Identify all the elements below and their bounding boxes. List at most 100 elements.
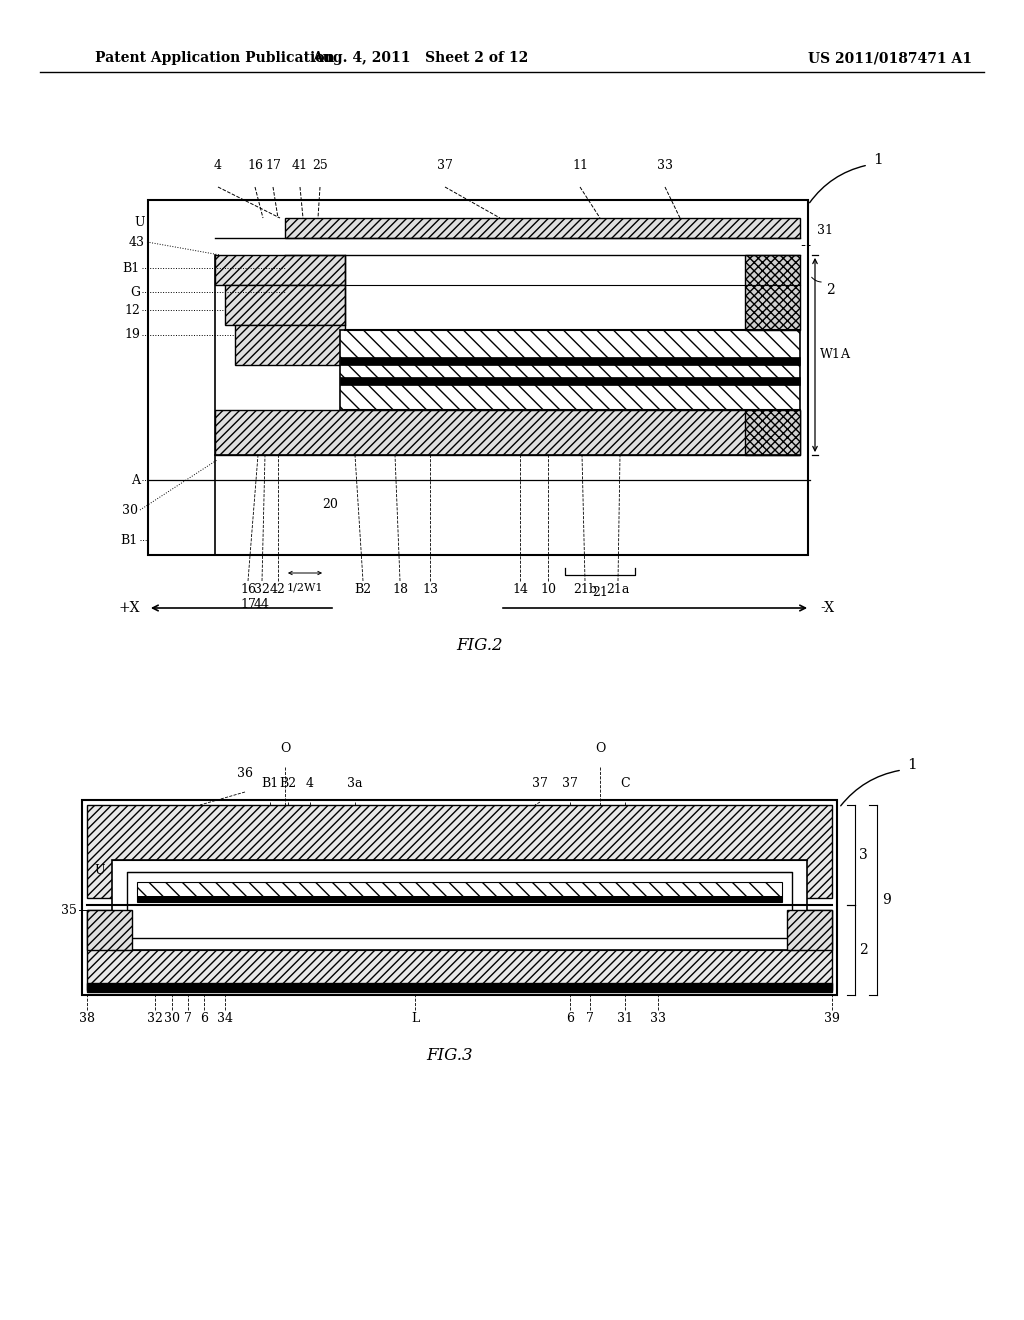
- Text: 44: 44: [254, 598, 270, 611]
- Bar: [340, 378, 800, 385]
- Text: 12: 12: [124, 304, 140, 317]
- Text: 1: 1: [873, 153, 883, 168]
- Bar: [87, 909, 132, 950]
- Bar: [137, 882, 782, 902]
- Text: G: G: [130, 285, 140, 298]
- Bar: [82, 800, 837, 995]
- Text: 39: 39: [824, 1012, 840, 1026]
- Bar: [340, 330, 800, 411]
- Bar: [285, 218, 800, 238]
- Text: 19: 19: [124, 329, 140, 342]
- Bar: [340, 356, 800, 366]
- Bar: [112, 861, 807, 950]
- Text: 16: 16: [247, 158, 263, 172]
- Text: 43: 43: [129, 235, 145, 248]
- Text: 13: 13: [422, 583, 438, 597]
- Text: +X: +X: [119, 601, 140, 615]
- Bar: [745, 255, 800, 330]
- Bar: [137, 882, 782, 902]
- Text: 7: 7: [184, 1012, 191, 1026]
- Text: 30: 30: [164, 1012, 180, 1026]
- Text: 31: 31: [817, 223, 833, 236]
- Bar: [87, 909, 831, 990]
- Text: C: C: [621, 777, 630, 789]
- Text: L: L: [411, 1012, 419, 1026]
- Text: 2: 2: [826, 282, 835, 297]
- Text: B1: B1: [121, 533, 138, 546]
- Bar: [87, 805, 831, 898]
- Text: B2: B2: [280, 777, 297, 789]
- Bar: [234, 325, 345, 366]
- Text: 41: 41: [292, 158, 308, 172]
- Text: 17: 17: [265, 158, 281, 172]
- Text: 14: 14: [512, 583, 528, 597]
- Bar: [225, 285, 345, 325]
- Bar: [285, 218, 800, 238]
- Text: 21a: 21a: [606, 583, 630, 597]
- Text: B1: B1: [123, 261, 140, 275]
- Text: 18: 18: [392, 583, 408, 597]
- Text: 7: 7: [586, 1012, 594, 1026]
- Text: 17: 17: [240, 598, 256, 611]
- Bar: [234, 325, 345, 366]
- Text: FIG.3: FIG.3: [427, 1047, 473, 1064]
- Text: O: O: [595, 742, 605, 755]
- Text: 4: 4: [306, 777, 314, 789]
- Bar: [87, 909, 831, 990]
- Text: 37: 37: [562, 777, 578, 789]
- Text: 37: 37: [437, 158, 453, 172]
- Text: -X: -X: [820, 601, 835, 615]
- Text: 32: 32: [254, 583, 270, 597]
- Bar: [127, 873, 792, 939]
- Bar: [87, 909, 132, 950]
- Text: 16: 16: [240, 583, 256, 597]
- Text: 25: 25: [312, 158, 328, 172]
- Bar: [215, 411, 800, 455]
- Bar: [215, 411, 800, 455]
- Text: 34: 34: [217, 1012, 233, 1026]
- Bar: [148, 201, 808, 554]
- Bar: [340, 330, 800, 411]
- Text: 1: 1: [907, 758, 916, 772]
- Text: FIG.2: FIG.2: [457, 636, 504, 653]
- Text: 30: 30: [122, 503, 138, 516]
- Text: 6: 6: [566, 1012, 574, 1026]
- Text: A: A: [840, 348, 849, 362]
- Text: 35: 35: [61, 903, 77, 916]
- Text: O: O: [280, 742, 290, 755]
- Bar: [787, 909, 831, 950]
- Text: 33: 33: [657, 158, 673, 172]
- Text: 3a: 3a: [347, 777, 362, 789]
- Bar: [787, 909, 831, 950]
- Text: B2: B2: [354, 583, 372, 597]
- Bar: [215, 255, 345, 285]
- Text: 33: 33: [650, 1012, 666, 1026]
- Text: W1: W1: [820, 348, 841, 362]
- Text: U: U: [94, 863, 104, 876]
- Text: 32: 32: [147, 1012, 163, 1026]
- Bar: [745, 411, 800, 455]
- Bar: [745, 255, 800, 330]
- Text: 37: 37: [532, 777, 548, 789]
- Text: 2: 2: [859, 942, 867, 957]
- Bar: [745, 411, 800, 455]
- Text: 21: 21: [592, 586, 608, 599]
- Text: Patent Application Publication: Patent Application Publication: [95, 51, 335, 65]
- Bar: [87, 805, 831, 898]
- Text: Aug. 4, 2011   Sheet 2 of 12: Aug. 4, 2011 Sheet 2 of 12: [312, 51, 528, 65]
- Text: B1: B1: [261, 777, 279, 789]
- Text: 10: 10: [540, 583, 556, 597]
- Text: 6: 6: [200, 1012, 208, 1026]
- Bar: [137, 896, 782, 902]
- Text: 3: 3: [859, 847, 867, 862]
- Text: 20: 20: [323, 499, 338, 511]
- Text: 31: 31: [617, 1012, 633, 1026]
- Text: 9: 9: [882, 894, 891, 907]
- Text: 38: 38: [79, 1012, 95, 1026]
- Text: 36: 36: [237, 767, 253, 780]
- Text: 4: 4: [214, 158, 222, 172]
- Text: A: A: [131, 474, 140, 487]
- Text: US 2011/0187471 A1: US 2011/0187471 A1: [808, 51, 972, 65]
- Text: U: U: [134, 215, 145, 228]
- Text: 42: 42: [270, 583, 286, 597]
